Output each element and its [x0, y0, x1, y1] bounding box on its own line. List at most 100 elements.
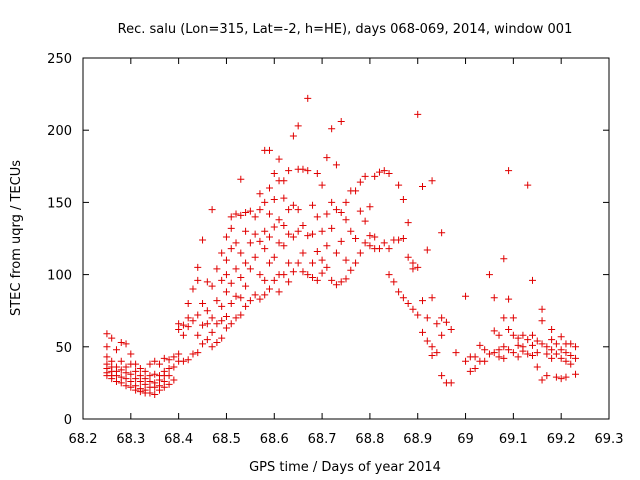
data-point-marker [313, 170, 321, 178]
data-point-marker [404, 253, 412, 261]
data-point-marker [309, 201, 317, 209]
data-point-marker [227, 245, 235, 253]
data-point-marker [122, 375, 130, 383]
data-point-marker [237, 273, 245, 281]
data-point-marker [395, 181, 403, 189]
data-point-marker [304, 94, 312, 102]
data-point-marker [552, 340, 560, 348]
data-point-marker [285, 206, 293, 214]
data-point-marker [237, 294, 245, 302]
data-point-marker [179, 321, 187, 329]
data-point-marker [557, 333, 565, 341]
data-point-marker [399, 294, 407, 302]
data-point-marker [261, 245, 269, 253]
data-point-marker [557, 375, 565, 383]
data-point-marker [328, 276, 336, 284]
data-point-marker [141, 367, 149, 375]
data-point-marker [237, 211, 245, 219]
data-point-marker [299, 165, 307, 173]
data-point-marker [380, 239, 388, 247]
data-point-marker [557, 354, 565, 362]
data-point-marker [318, 227, 326, 235]
data-point-marker [251, 230, 259, 238]
data-point-marker [170, 353, 178, 361]
data-point-marker [122, 340, 130, 348]
data-point-marker [265, 210, 273, 218]
data-point-marker [189, 285, 197, 293]
data-point-marker [265, 259, 273, 267]
data-point-marker [399, 235, 407, 242]
data-point-marker [390, 278, 398, 286]
data-point-marker [395, 288, 403, 296]
data-point-marker [160, 383, 168, 391]
data-point-marker [199, 321, 207, 329]
data-point-marker [490, 294, 498, 302]
data-point-marker [179, 331, 187, 339]
data-point-marker [294, 206, 302, 214]
data-point-marker [194, 263, 202, 271]
data-point-marker [524, 336, 532, 344]
data-point-marker [275, 239, 283, 247]
data-point-marker [328, 125, 336, 133]
x-tick-label: 68.6 [260, 432, 289, 447]
data-point-marker [414, 110, 422, 118]
data-point-marker [127, 370, 135, 378]
data-point-marker [366, 242, 374, 250]
data-point-marker [151, 357, 159, 365]
data-point-marker [366, 203, 374, 211]
data-point-marker [309, 259, 317, 267]
data-point-marker [299, 268, 307, 276]
data-point-marker [342, 198, 350, 206]
data-point-marker [323, 154, 331, 162]
data-point-marker [447, 379, 455, 387]
data-point-marker [265, 184, 273, 192]
data-point-marker [136, 364, 144, 372]
data-point-marker [452, 349, 460, 357]
data-point-marker [356, 207, 364, 215]
data-point-marker [332, 206, 340, 214]
data-point-marker [218, 276, 226, 284]
data-point-marker [275, 216, 283, 224]
data-point-marker [227, 213, 235, 221]
data-point-marker [490, 327, 498, 335]
data-point-marker [304, 271, 312, 279]
data-point-marker [495, 346, 503, 354]
data-point-marker [495, 353, 503, 361]
data-point-marker [194, 331, 202, 339]
data-point-marker [256, 237, 264, 245]
data-point-marker [419, 328, 427, 336]
data-point-marker [232, 265, 240, 273]
data-point-marker [572, 370, 580, 378]
data-point-marker [165, 364, 173, 372]
data-point-marker [538, 340, 546, 348]
data-point-marker [337, 118, 345, 126]
data-point-marker [318, 269, 326, 277]
data-point-marker [203, 320, 211, 328]
data-point-marker [548, 325, 556, 333]
data-point-marker [533, 349, 541, 357]
data-point-marker [227, 224, 235, 232]
data-point-marker [533, 337, 541, 345]
data-point-marker [438, 372, 446, 380]
data-point-marker [294, 122, 302, 130]
data-point-marker [103, 353, 111, 361]
data-point-marker [261, 291, 269, 299]
data-point-marker [481, 346, 489, 354]
x-tick-label: 68.4 [164, 432, 193, 447]
data-point-marker [304, 232, 312, 240]
data-point-marker [562, 349, 570, 357]
data-point-marker [505, 346, 513, 354]
data-point-marker [490, 349, 498, 357]
x-tick-label: 68.5 [212, 432, 241, 447]
data-point-marker [500, 255, 508, 263]
data-point-marker [122, 382, 130, 390]
data-point-marker [538, 376, 546, 384]
data-point-marker [251, 253, 259, 261]
data-point-marker [524, 350, 532, 358]
data-point-marker [500, 314, 508, 322]
data-point-marker [419, 183, 427, 191]
data-point-marker [160, 354, 168, 362]
data-point-marker [366, 232, 374, 240]
data-point-marker [356, 249, 364, 257]
data-point-marker [280, 271, 288, 279]
